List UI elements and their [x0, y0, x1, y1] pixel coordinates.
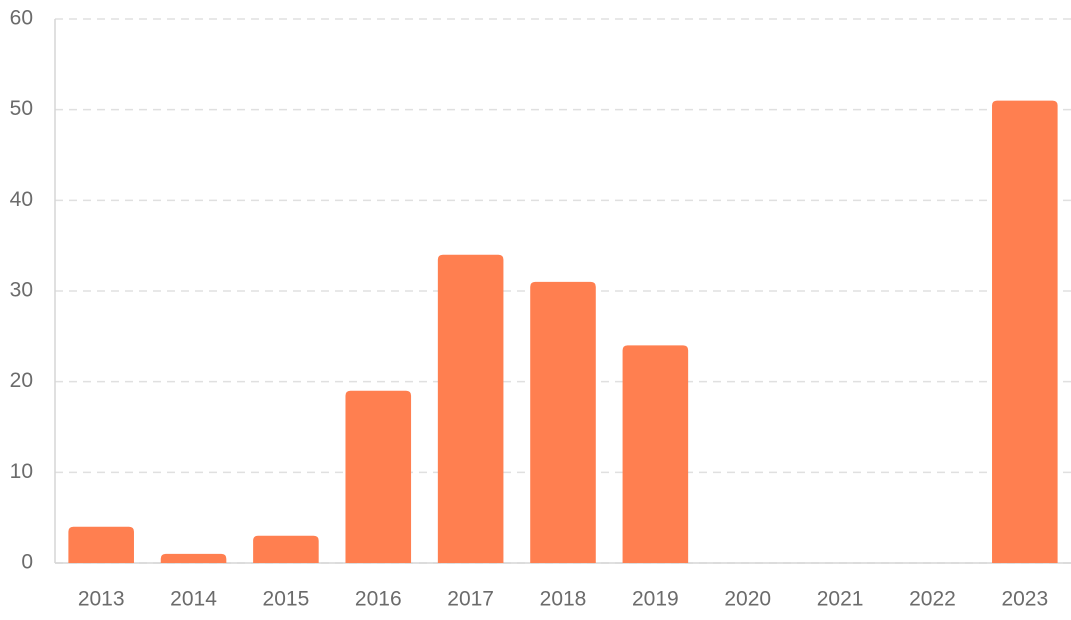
- x-tick-label: 2015: [263, 588, 310, 611]
- y-tick-label: 10: [10, 460, 33, 483]
- x-tick-label: 2014: [170, 588, 217, 611]
- x-tick-label: 2016: [355, 588, 402, 611]
- y-tick-label: 0: [21, 551, 33, 574]
- x-tick-label: 2020: [724, 588, 771, 611]
- bar: [437, 254, 504, 563]
- x-tick-label: 2017: [447, 588, 494, 611]
- y-tick-label: 20: [10, 369, 33, 392]
- x-tick-label: 2013: [78, 588, 125, 611]
- y-tick-label: 60: [10, 7, 33, 30]
- bar: [622, 345, 689, 563]
- bar: [68, 526, 134, 563]
- x-tick-label: 2018: [540, 588, 587, 611]
- bar: [345, 390, 412, 563]
- x-tick-label: 2019: [632, 588, 679, 611]
- bar: [253, 535, 319, 563]
- x-tick-label: 2023: [1001, 588, 1048, 611]
- bar: [530, 281, 596, 563]
- bar: [160, 553, 227, 563]
- y-tick-label: 30: [10, 279, 33, 302]
- x-tick-label: 2022: [909, 588, 956, 611]
- y-tick-label: 50: [10, 97, 33, 120]
- x-tick-label: 2021: [817, 588, 864, 611]
- bar: [992, 100, 1058, 563]
- y-tick-label: 40: [10, 188, 33, 211]
